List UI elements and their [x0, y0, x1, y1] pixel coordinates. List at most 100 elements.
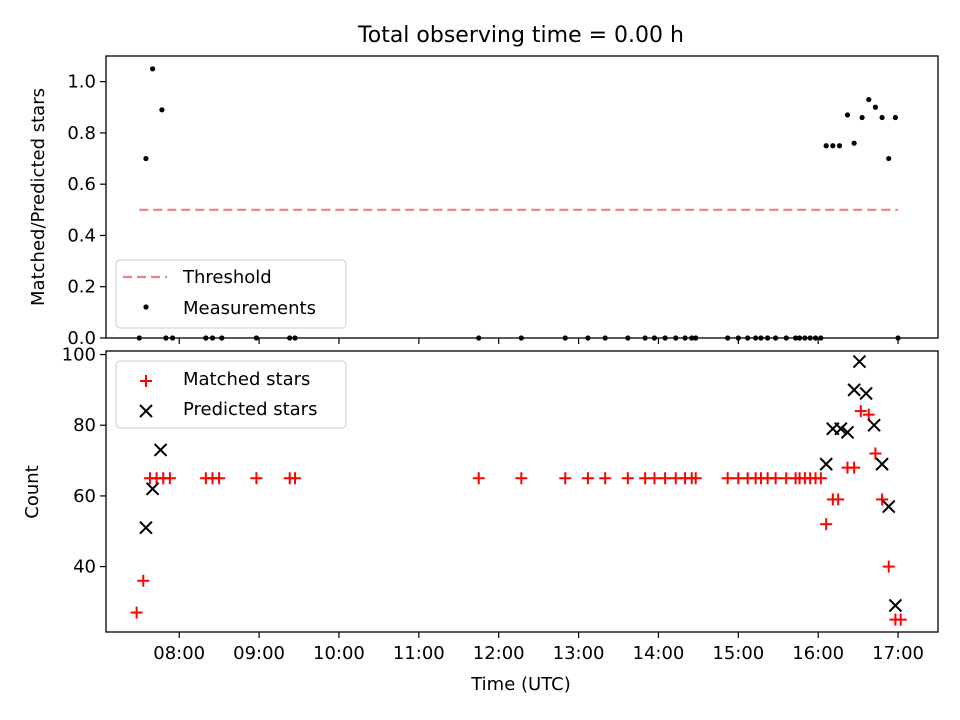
measurement-point: [625, 335, 631, 341]
top-ytick-label: 0.6: [67, 174, 96, 195]
measurement-point: [796, 335, 803, 341]
measurement-point: [895, 335, 901, 341]
legend-predicted-label: Predicted stars: [183, 399, 317, 420]
measurement-point: [725, 335, 731, 341]
predicted-star-marker: [153, 443, 168, 457]
legend-matched-label: Matched stars: [183, 369, 310, 390]
matched-star-marker: [213, 472, 226, 485]
matched-star-marker: [289, 472, 302, 485]
measurement-point: [662, 335, 668, 341]
predicted-star-marker: [875, 457, 889, 471]
matched-star-marker: [814, 472, 827, 485]
matched-star-marker: [769, 472, 782, 485]
xtick-label: 17:00: [872, 643, 924, 664]
xtick-label: 10:00: [313, 643, 365, 664]
top-ytick-label: 0.8: [67, 123, 96, 144]
measurement-point: [758, 335, 764, 341]
measurement-point: [830, 143, 836, 149]
matched-star-marker: [621, 472, 634, 485]
measurement-point: [219, 335, 225, 341]
predicted-star-marker: [867, 418, 881, 432]
measurement-point: [136, 335, 142, 341]
bottom-legend: Matched stars Predicted stars: [115, 360, 347, 429]
xtick-label: 09:00: [233, 643, 285, 664]
top-ytick-label: 0.2: [67, 277, 96, 298]
top-legend-box: [115, 259, 347, 329]
xtick-label: 08:00: [153, 643, 205, 664]
measurement-point: [802, 335, 808, 341]
legend-threshold-label: Threshold: [182, 267, 272, 288]
xtick-label: 12:00: [473, 643, 525, 664]
measurement-point: [476, 335, 482, 341]
measurement-point: [642, 335, 648, 341]
matched-star-marker: [250, 472, 263, 485]
predicted-star-marker: [852, 354, 867, 369]
measurement-point: [562, 335, 568, 341]
top-ytick-label: 1.0: [67, 72, 96, 93]
measurement-point: [735, 335, 741, 341]
measurement-point: [585, 335, 591, 341]
measurement-point: [836, 143, 843, 149]
measurement-point: [693, 335, 699, 341]
bottom-legend-box: [115, 360, 347, 429]
measurement-point: [851, 140, 857, 146]
matched-star-marker: [163, 472, 176, 485]
predicted-star-marker: [145, 482, 160, 496]
top-x-axis-ticks: [178, 338, 899, 344]
measurement-point: [818, 335, 824, 341]
measurement-point: [159, 107, 165, 113]
bottom-series-layer: [130, 354, 907, 626]
measurement-point: [149, 66, 156, 72]
measurement-point: [651, 335, 658, 341]
bottom-ytick-label: 80: [73, 415, 96, 436]
predicted-star-marker: [882, 499, 896, 514]
top-ytick-label: 0.4: [67, 225, 96, 246]
predicted-star-marker: [819, 457, 833, 471]
xtick-label: 11:00: [393, 643, 445, 664]
bottom-x-axis-label: Time (UTC): [470, 674, 571, 695]
matched-star-marker: [137, 574, 150, 587]
measurement-point: [518, 335, 524, 341]
bottom-ytick-label: 60: [73, 486, 96, 507]
matched-star-marker: [472, 472, 485, 485]
top-ytick-label: 0.0: [67, 328, 96, 349]
bottom-panel: 40 60 80 100 08:00 09:00 10:00 11:00 12:00 13:00…: [22, 345, 939, 695]
measurement-point: [673, 335, 679, 341]
xtick-label: 14:00: [633, 643, 685, 664]
measurement-point: [872, 104, 879, 110]
predicted-star-marker: [834, 422, 848, 436]
predicted-star-marker: [840, 425, 855, 440]
bottom-y-axis-label: Count: [22, 465, 43, 518]
measurement-point: [753, 335, 759, 341]
measurement-point: [163, 335, 169, 341]
measurement-point: [844, 112, 851, 118]
legend-predicted-swatch: [139, 404, 153, 418]
predicted-star-marker: [888, 598, 903, 613]
matched-star-marker: [832, 493, 845, 506]
measurement-point: [203, 335, 209, 341]
measurement-point: [772, 335, 779, 341]
matched-star-marker: [648, 472, 661, 485]
measurement-point: [169, 335, 176, 341]
matched-star-marker: [854, 405, 867, 418]
measurement-point: [783, 335, 789, 341]
matched-star-marker: [689, 472, 702, 485]
legend-measurements-label: Measurements: [183, 298, 316, 319]
matched-star-marker: [876, 493, 889, 506]
matched-star-marker: [559, 472, 572, 485]
measurement-point: [682, 335, 688, 341]
xtick-label: 15:00: [712, 643, 764, 664]
measurement-point: [287, 335, 293, 341]
measurement-point: [765, 335, 771, 341]
measurement-point: [807, 335, 813, 341]
matched-star-marker: [721, 472, 734, 485]
matched-star-marker: [894, 613, 907, 626]
legend-matched-swatch: [140, 375, 152, 387]
measurement-point: [879, 114, 885, 121]
bottom-y-axis-ticks: 40 60 80 100: [62, 345, 106, 578]
matched-star-marker: [581, 472, 594, 485]
measurement-point: [209, 335, 216, 341]
legend-measurements-swatch: [143, 304, 149, 310]
matched-star-marker: [848, 461, 861, 474]
